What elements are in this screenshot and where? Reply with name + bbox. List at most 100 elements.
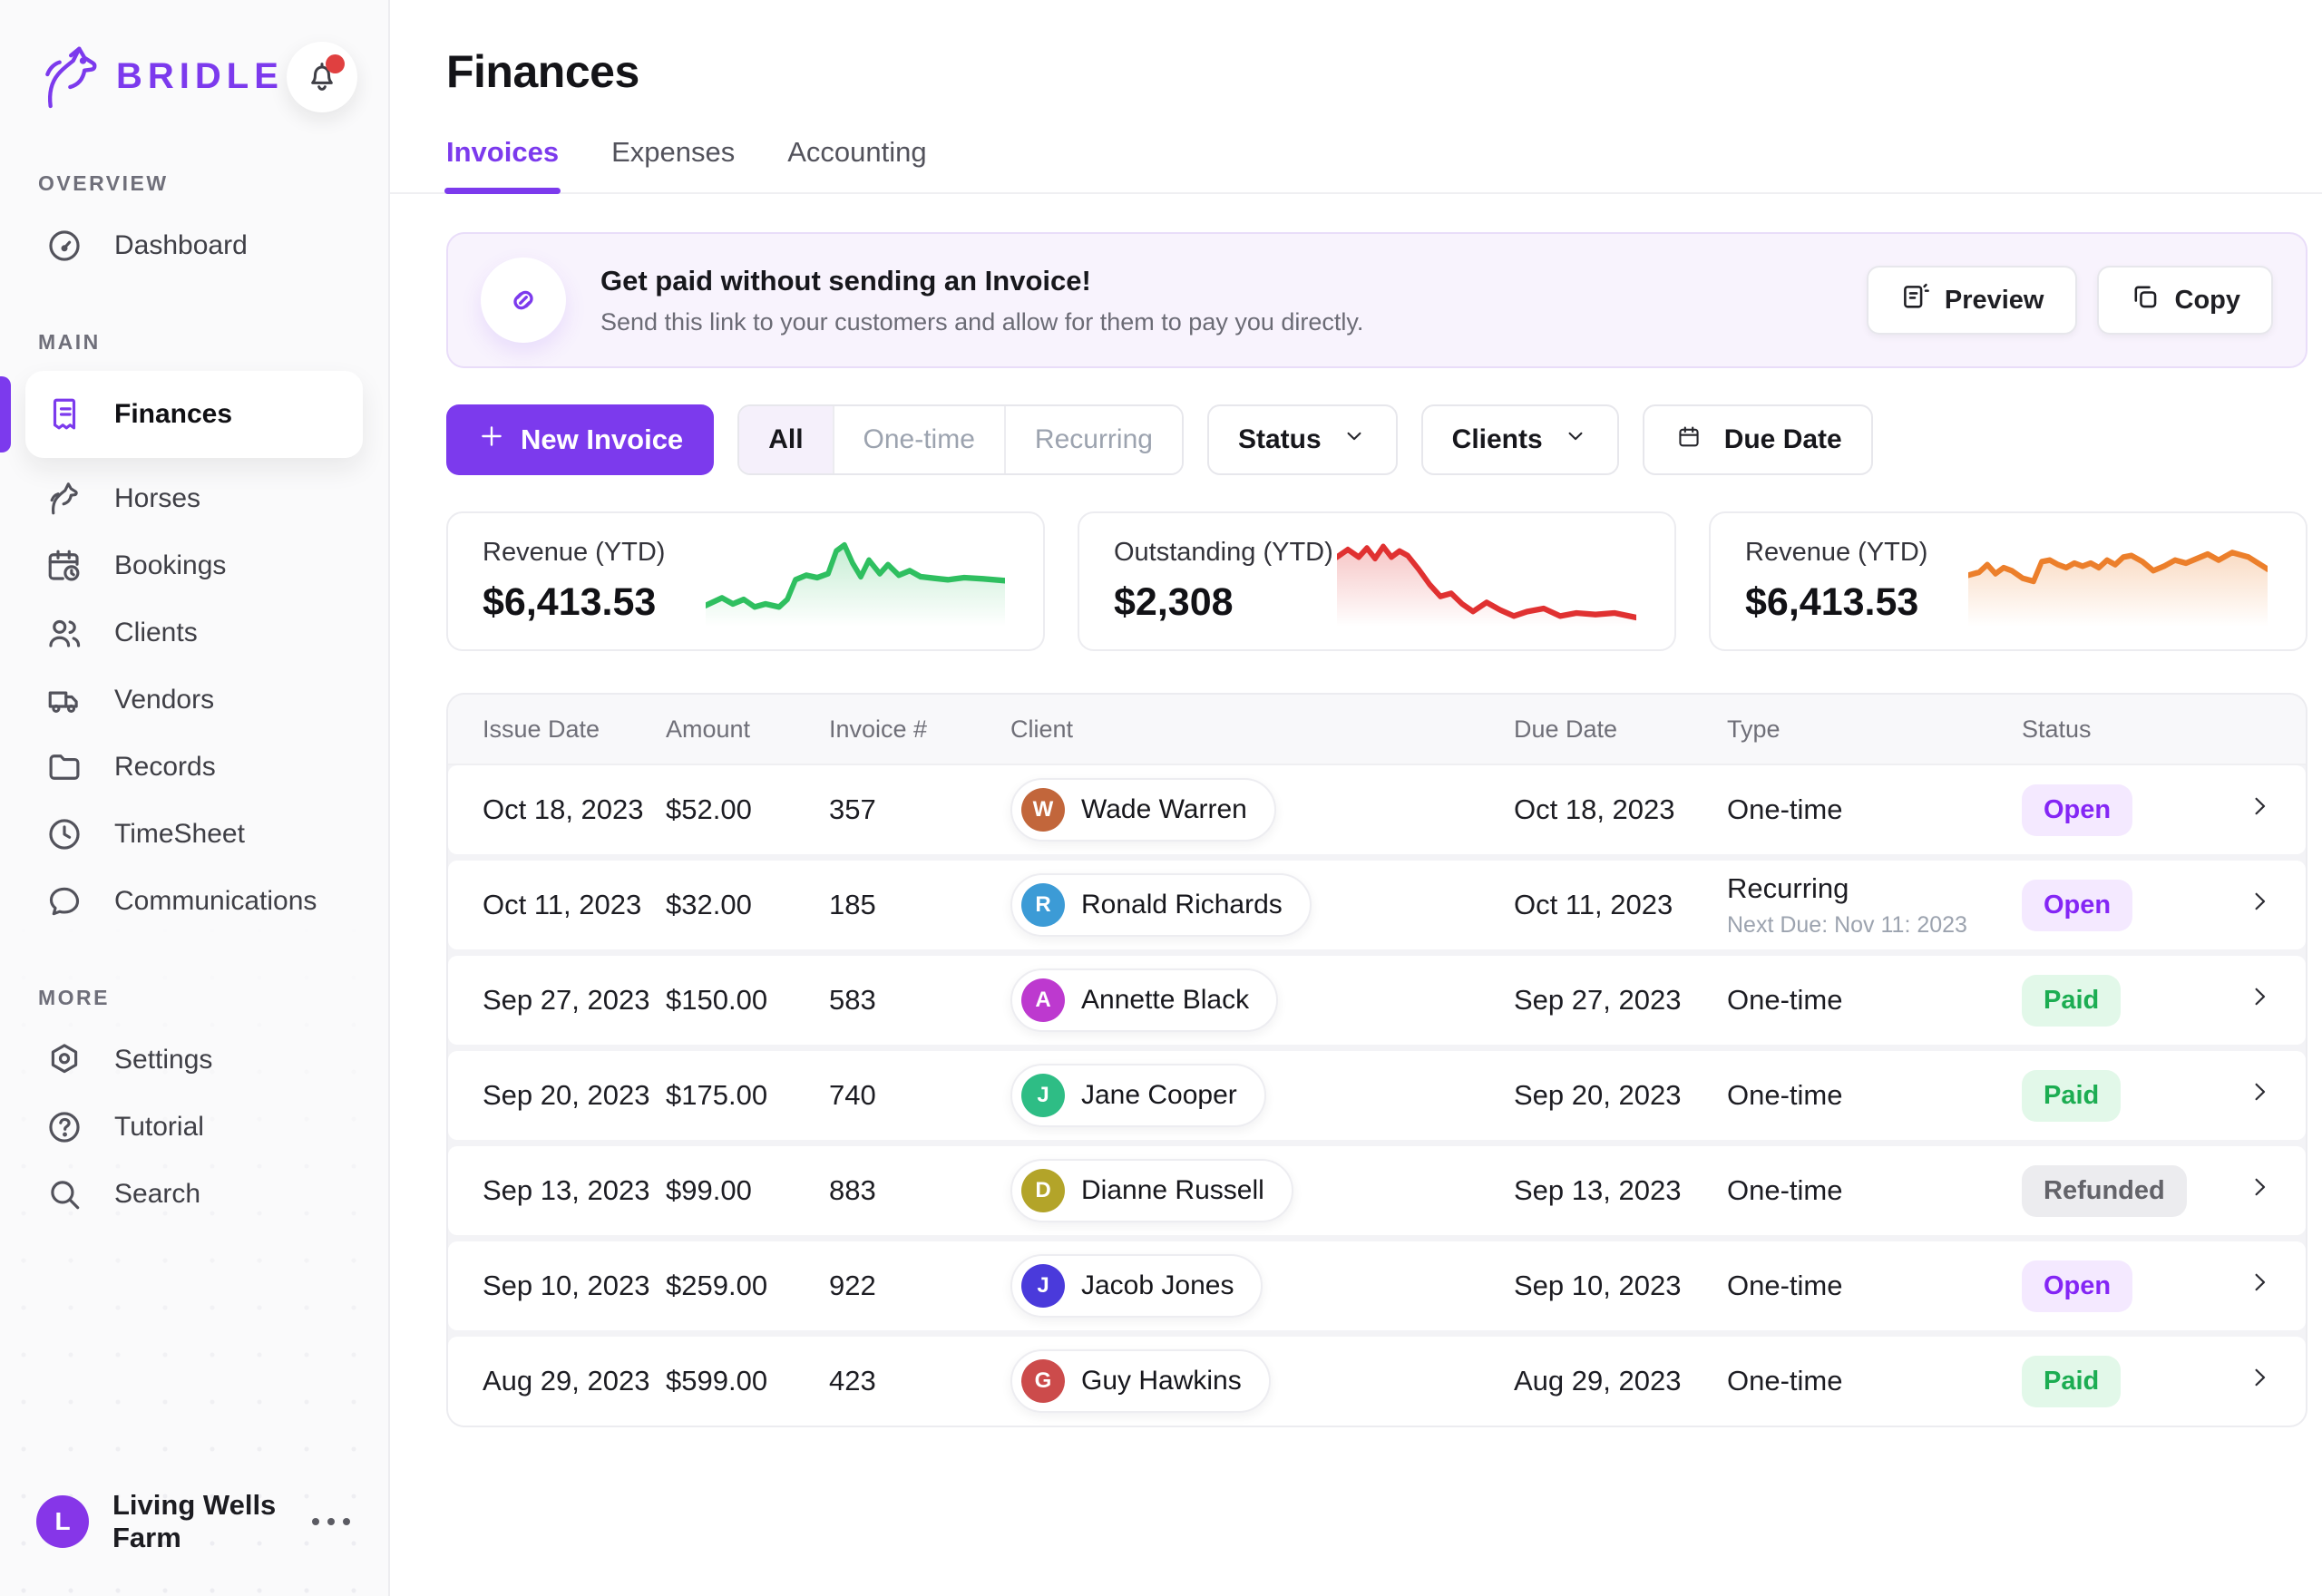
- clients-filter-dropdown[interactable]: Clients: [1420, 404, 1619, 475]
- settings-icon: [45, 1041, 83, 1079]
- table-header: Issue Date Amount Invoice # Client Due D…: [448, 695, 2306, 765]
- dropdown-label: Status: [1237, 424, 1322, 454]
- client-chip[interactable]: R Ronald Richards: [1010, 873, 1312, 937]
- chevron-right-icon[interactable]: [2246, 1269, 2273, 1303]
- due-date-cell: Sep 13, 2023: [1514, 1174, 1682, 1206]
- issue-date-cell: Oct 11, 2023: [483, 889, 642, 920]
- amount-cell: $150.00: [666, 984, 768, 1016]
- client-chip[interactable]: G Guy Hawkins: [1010, 1349, 1271, 1413]
- client-chip[interactable]: A Annette Black: [1010, 968, 1279, 1032]
- workspace-switcher[interactable]: L Living Wells Farm: [0, 1453, 388, 1596]
- status-badge: Paid: [2022, 1355, 2122, 1407]
- chevron-right-icon[interactable]: [2246, 793, 2273, 827]
- column-header: Invoice #: [829, 715, 928, 743]
- workspace-name: Living Wells Farm: [112, 1489, 277, 1553]
- client-chip[interactable]: D Dianne Russell: [1010, 1159, 1293, 1222]
- workspace-avatar: L: [36, 1495, 89, 1548]
- search-icon: [45, 1175, 83, 1213]
- client-chip[interactable]: J Jane Cooper: [1010, 1064, 1266, 1127]
- tab-accounting[interactable]: Accounting: [787, 136, 926, 192]
- chevron-right-icon[interactable]: [2246, 1173, 2273, 1208]
- gauge-icon: [45, 227, 83, 265]
- button-label: Preview: [1944, 285, 2044, 315]
- sidebar-item-bookings[interactable]: Bookings: [25, 532, 363, 599]
- segment-recurring[interactable]: Recurring: [1005, 406, 1182, 473]
- due-date-filter-button[interactable]: Due Date: [1642, 404, 1873, 475]
- client-avatar: G: [1021, 1359, 1065, 1403]
- segment-all[interactable]: All: [739, 406, 834, 473]
- payment-link-banner: Get paid without sending an Invoice! Sen…: [446, 232, 2307, 368]
- table-row[interactable]: Sep 27, 2023 $150.00 583 A Annette Black…: [448, 956, 2306, 1045]
- status-cell: Paid: [2022, 1069, 2199, 1122]
- client-chip[interactable]: J Jacob Jones: [1010, 1254, 1263, 1318]
- table-row[interactable]: Oct 18, 2023 $52.00 357 W Wade Warren Oc…: [448, 765, 2306, 854]
- chat-icon: [45, 882, 83, 920]
- sidebar-item-clients[interactable]: Clients: [25, 599, 363, 667]
- sidebar-section-label: MAIN: [38, 330, 101, 354]
- calendar-icon: [1673, 424, 1704, 455]
- sidebar-item-finances[interactable]: Finances: [25, 371, 363, 458]
- table-body: Oct 18, 2023 $52.00 357 W Wade Warren Oc…: [448, 765, 2306, 1426]
- sidebar-item-label: Horses: [114, 483, 201, 513]
- chevron-right-icon[interactable]: [2246, 983, 2273, 1017]
- sidebar-item-label: Bookings: [114, 550, 227, 580]
- client-cell: D Dianne Russell: [1010, 1159, 1514, 1222]
- table-row[interactable]: Sep 13, 2023 $99.00 883 D Dianne Russell…: [448, 1146, 2306, 1235]
- due-date-cell: Oct 18, 2023: [1514, 793, 1675, 825]
- client-name: Dianne Russell: [1081, 1175, 1264, 1205]
- sidebar-item-settings[interactable]: Settings: [25, 1027, 363, 1094]
- new-invoice-button[interactable]: New Invoice: [446, 404, 715, 475]
- sidebar-item-communications[interactable]: Communications: [25, 868, 363, 935]
- column-header: Due Date: [1514, 715, 1618, 743]
- due-date-cell: Aug 29, 2023: [1514, 1365, 1682, 1396]
- due-date-cell: Sep 10, 2023: [1514, 1270, 1682, 1301]
- horse-logo-icon: [34, 38, 109, 115]
- table-row[interactable]: Oct 11, 2023 $32.00 185 R Ronald Richard…: [448, 861, 2306, 949]
- status-filter-dropdown[interactable]: Status: [1206, 404, 1398, 475]
- table-row[interactable]: Sep 10, 2023 $259.00 922 J Jacob Jones S…: [448, 1241, 2306, 1330]
- table-row[interactable]: Sep 20, 2023 $175.00 740 J Jane Cooper S…: [448, 1051, 2306, 1140]
- stat-card: Revenue (YTD) $6,413.53: [446, 511, 1045, 651]
- sidebar-item-label: Search: [114, 1179, 201, 1209]
- sidebar-section-label: OVERVIEW: [38, 171, 169, 195]
- segment-one-time[interactable]: One-time: [834, 406, 1006, 473]
- sidebar-item-search[interactable]: Search: [25, 1161, 363, 1228]
- amount-cell: $175.00: [666, 1079, 768, 1111]
- sidebar-item-timesheet[interactable]: TimeSheet: [25, 801, 363, 868]
- status-badge: Open: [2022, 783, 2133, 836]
- tab-expenses[interactable]: Expenses: [611, 136, 735, 192]
- tab-label: Expenses: [611, 136, 736, 168]
- due-date-cell: Sep 20, 2023: [1514, 1079, 1682, 1111]
- client-name: Guy Hawkins: [1081, 1366, 1242, 1396]
- table-row[interactable]: Aug 29, 2023 $599.00 423 G Guy Hawkins A…: [448, 1337, 2306, 1426]
- preview-button[interactable]: Preview: [1866, 266, 2077, 335]
- sidebar-section: MAIN Finances Horses Bookings Clients Ve…: [25, 330, 363, 935]
- invoice-number-cell: 357: [829, 793, 876, 825]
- sidebar-item-label: Settings: [114, 1045, 213, 1075]
- copy-button[interactable]: Copy: [2096, 266, 2273, 335]
- chevron-right-icon[interactable]: [2246, 888, 2273, 922]
- column-header: Issue Date: [483, 715, 600, 743]
- client-chip[interactable]: W Wade Warren: [1010, 778, 1276, 842]
- tab-bar: Invoices Expenses Accounting: [390, 98, 2322, 194]
- chevron-right-icon[interactable]: [2246, 1078, 2273, 1113]
- segment-label: Recurring: [1034, 424, 1153, 454]
- sidebar-item-dashboard[interactable]: Dashboard: [25, 212, 363, 279]
- brand-name: BRIDLE: [116, 56, 284, 96]
- tab-invoices[interactable]: Invoices: [444, 136, 561, 194]
- notification-badge: [326, 54, 345, 73]
- sidebar-item-label: Records: [114, 752, 216, 782]
- status-badge: Refunded: [2022, 1164, 2187, 1217]
- notifications-button[interactable]: [287, 41, 357, 112]
- stat-card: Outstanding (YTD) $2,308: [1078, 511, 1676, 651]
- chevron-right-icon[interactable]: [2246, 1364, 2273, 1398]
- workspace-menu-icon[interactable]: [308, 1509, 354, 1534]
- sidebar-item-tutorial[interactable]: Tutorial: [25, 1094, 363, 1161]
- sidebar-item-vendors[interactable]: Vendors: [25, 667, 363, 734]
- status-cell: Refunded: [2022, 1164, 2199, 1217]
- sidebar-item-records[interactable]: Records: [25, 734, 363, 801]
- sidebar-item-horses[interactable]: Horses: [25, 465, 363, 532]
- client-avatar: R: [1021, 883, 1065, 927]
- clock-icon: [45, 815, 83, 853]
